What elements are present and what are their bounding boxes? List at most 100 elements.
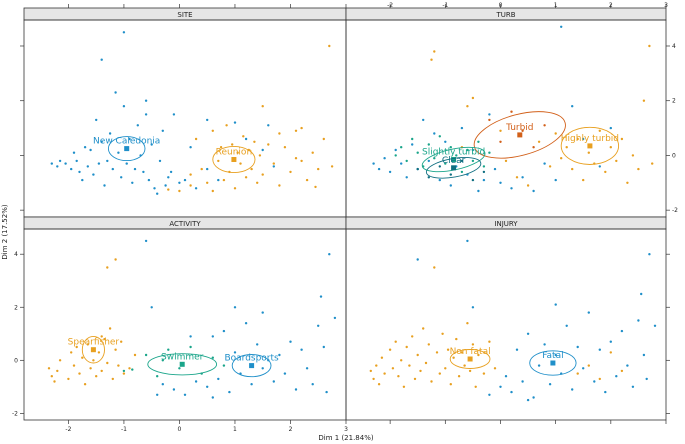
- individual-point: [383, 157, 385, 159]
- individual-point: [245, 322, 247, 324]
- individual-point: [217, 378, 219, 380]
- individual-point: [588, 152, 590, 154]
- individual-point: [417, 258, 419, 260]
- individual-point: [145, 113, 147, 115]
- individual-point: [599, 165, 601, 167]
- individual-point: [223, 330, 225, 332]
- individual-point: [430, 59, 432, 61]
- individual-point: [81, 179, 83, 181]
- individual-point: [206, 168, 208, 170]
- individual-point: [411, 138, 413, 140]
- individual-point: [472, 343, 474, 345]
- individual-point: [131, 182, 133, 184]
- individual-point: [615, 375, 617, 377]
- individual-point: [378, 168, 380, 170]
- individual-point: [527, 399, 529, 401]
- individual-point: [483, 171, 485, 173]
- category-centroid: [517, 132, 522, 137]
- individual-point: [73, 152, 75, 154]
- individual-point: [422, 119, 424, 121]
- individual-point: [128, 367, 130, 369]
- individual-point: [70, 168, 72, 170]
- individual-point: [414, 378, 416, 380]
- individual-point: [499, 182, 501, 184]
- individual-point: [472, 306, 474, 308]
- individual-point: [306, 179, 308, 181]
- individual-point: [458, 375, 460, 377]
- individual-point: [126, 162, 128, 164]
- category-label: Turbid: [505, 123, 533, 133]
- x-tick-label-top: 0: [499, 2, 503, 9]
- category-label: Clear: [442, 156, 466, 166]
- individual-point: [417, 152, 419, 154]
- individual-point: [201, 168, 203, 170]
- individual-point: [51, 375, 53, 377]
- individual-point: [231, 143, 233, 145]
- individual-point: [477, 141, 479, 143]
- panel-title: TURB: [495, 11, 515, 19]
- panel-frame: [346, 229, 666, 420]
- individual-point: [159, 160, 161, 162]
- individual-point: [621, 370, 623, 372]
- individual-point: [153, 187, 155, 189]
- individual-point: [392, 367, 394, 369]
- individual-point: [555, 303, 557, 305]
- individual-point: [433, 50, 435, 52]
- individual-point: [167, 188, 169, 190]
- individual-point: [259, 154, 261, 156]
- individual-point: [439, 165, 441, 167]
- individual-point: [417, 168, 419, 170]
- individual-point: [278, 184, 280, 186]
- individual-point: [549, 165, 551, 167]
- individual-point: [444, 367, 446, 369]
- individual-point: [92, 359, 94, 361]
- individual-point: [428, 343, 430, 345]
- individual-point: [499, 386, 501, 388]
- individual-point: [120, 176, 122, 178]
- individual-point: [651, 162, 653, 164]
- individual-point: [450, 383, 452, 385]
- individual-point: [212, 396, 214, 398]
- panel-title: ACTIVITY: [169, 220, 201, 228]
- individual-point: [73, 364, 75, 366]
- individual-point: [278, 132, 280, 134]
- individual-point: [472, 179, 474, 181]
- individual-point: [395, 149, 397, 151]
- individual-point: [117, 364, 119, 366]
- individual-point: [604, 171, 606, 173]
- individual-point: [450, 173, 452, 175]
- individual-point: [494, 367, 496, 369]
- individual-point: [212, 130, 214, 132]
- individual-point: [439, 135, 441, 137]
- individual-point: [195, 187, 197, 189]
- category-centroid: [451, 165, 456, 170]
- individual-point: [123, 372, 125, 374]
- x-tick-label-top: -1: [442, 2, 448, 9]
- x-tick-label: 0: [178, 426, 182, 433]
- x-tick-label-top: -2: [387, 2, 393, 9]
- individual-point: [532, 146, 534, 148]
- category-centroid: [550, 361, 555, 366]
- panel-site: SITENew CaledoniaReunion: [24, 8, 346, 217]
- individual-point: [375, 364, 377, 366]
- panel-frame: [24, 20, 346, 217]
- individual-point: [242, 135, 244, 137]
- individual-point: [250, 168, 252, 170]
- individual-point: [178, 182, 180, 184]
- individual-point: [59, 160, 61, 162]
- individual-point: [92, 173, 94, 175]
- individual-point: [212, 335, 214, 337]
- individual-point: [450, 184, 452, 186]
- individual-point: [643, 100, 645, 102]
- individual-point: [626, 364, 628, 366]
- individual-point: [109, 327, 111, 329]
- category-centroid: [231, 157, 236, 162]
- individual-point: [370, 370, 372, 372]
- individual-point: [89, 149, 91, 151]
- individual-point: [312, 152, 314, 154]
- individual-point: [372, 378, 374, 380]
- individual-point: [483, 372, 485, 374]
- individual-point: [441, 333, 443, 335]
- individual-point: [112, 168, 114, 170]
- individual-point: [400, 146, 402, 148]
